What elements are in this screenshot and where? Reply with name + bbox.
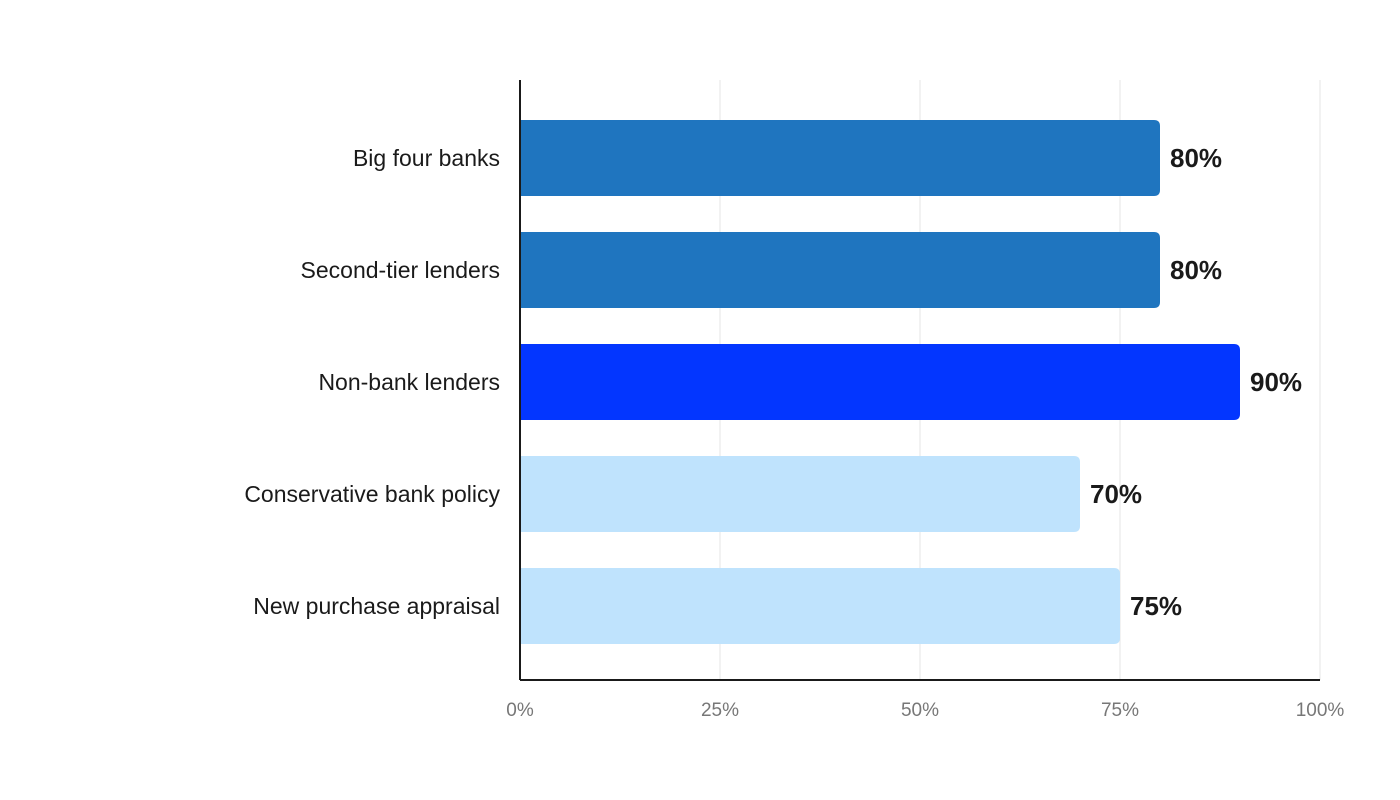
value-label: 80% [1170, 255, 1222, 285]
x-tick-label: 75% [1101, 700, 1139, 721]
category-label: Big four banks [353, 145, 500, 171]
bar-0 [520, 120, 1160, 196]
value-label: 75% [1130, 591, 1182, 621]
category-label: Conservative bank policy [244, 481, 500, 507]
bar-4 [520, 568, 1120, 644]
category-label: Non-bank lenders [318, 369, 500, 395]
labels-group: 0% 25% 50% 75% 100% Big four banks 80% Second-t… [244, 143, 1344, 721]
bar-1 [520, 232, 1160, 308]
x-tick-label: 100% [1296, 700, 1345, 721]
x-tick-label: 50% [901, 700, 939, 721]
x-tick-label: 25% [701, 700, 739, 721]
category-label: Second-tier lenders [301, 257, 500, 283]
bar-3 [520, 456, 1080, 532]
x-tick-label: 0% [506, 700, 534, 721]
value-label: 80% [1170, 143, 1222, 173]
value-label: 70% [1090, 479, 1142, 509]
category-label: New purchase appraisal [253, 593, 500, 619]
bar-2 [520, 344, 1240, 420]
axes-group [519, 80, 1320, 681]
value-label: 90% [1250, 367, 1302, 397]
bars-group [520, 120, 1240, 644]
